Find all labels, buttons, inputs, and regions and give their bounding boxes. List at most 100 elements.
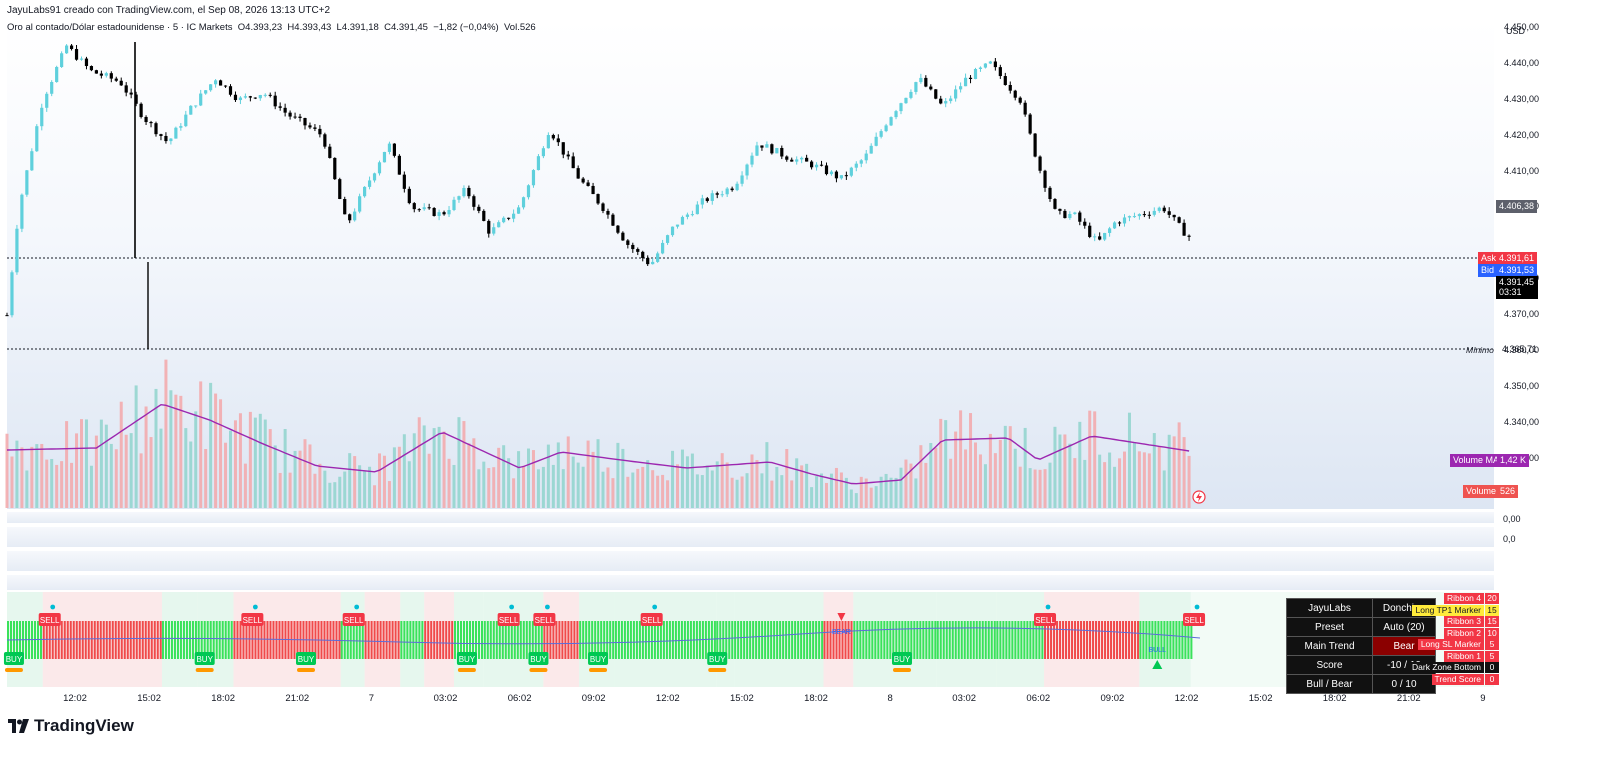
volume-bar <box>770 480 774 508</box>
volume-bar <box>368 466 372 508</box>
time-tick: 15:02 <box>1248 693 1273 704</box>
ribbon-bar <box>818 621 821 659</box>
candle <box>99 70 103 79</box>
volume-bar <box>243 463 247 508</box>
candle <box>646 255 650 266</box>
volume-bar <box>1098 454 1102 508</box>
ribbon-bar <box>794 621 797 659</box>
candle <box>1127 215 1132 222</box>
oscillator-pane-2[interactable] <box>7 527 1494 547</box>
table-row: Bull / Bear 0 / 10 <box>1286 674 1436 694</box>
volume-bar <box>616 442 620 508</box>
price-tick: 4.350,00 <box>1504 380 1540 391</box>
volume-bar <box>293 450 297 508</box>
candle <box>869 143 873 154</box>
ohlc-change: −1,82 (−0,04%) <box>433 22 499 33</box>
ribbon-bar <box>641 621 644 659</box>
volume-bar <box>199 381 203 508</box>
candle <box>209 84 213 92</box>
candle <box>407 186 411 205</box>
ribbon-bar <box>90 621 93 659</box>
ribbon-bar <box>728 621 731 659</box>
ribbon-bar <box>767 621 770 659</box>
price-tick: 4.440,00 <box>1504 57 1540 68</box>
ribbon-bar <box>188 621 191 659</box>
candle <box>988 60 992 65</box>
candle <box>561 142 565 159</box>
volume-bar <box>849 489 853 508</box>
volume-bar <box>775 466 779 508</box>
volume-bar <box>323 470 327 508</box>
ribbon-bar <box>978 621 981 659</box>
ribbon-bar <box>451 621 454 659</box>
ribbon-bar <box>999 621 1002 659</box>
candle <box>159 133 163 141</box>
ribbon-bar <box>418 621 421 659</box>
price-scale[interactable] <box>1494 20 1564 690</box>
candle <box>343 196 347 215</box>
candle <box>1182 219 1186 236</box>
ribbon-bar <box>996 621 999 659</box>
ribbon-bar <box>650 621 653 659</box>
ohlc-low: L4.391,18 <box>336 22 379 33</box>
candle <box>60 51 64 68</box>
ribbon-bar <box>40 621 42 659</box>
tp-marker <box>457 668 476 672</box>
candle <box>1132 212 1137 218</box>
volume-bar <box>392 447 396 508</box>
ribbon-bar <box>516 621 519 659</box>
ribbon-bar <box>164 621 167 659</box>
currency-label[interactable]: USD <box>1506 26 1526 36</box>
candle <box>35 124 39 152</box>
volume-bar <box>512 478 516 508</box>
ribbon-bar <box>886 621 889 659</box>
candle <box>288 110 292 120</box>
ribbon-bar <box>662 621 665 659</box>
ribbon-bar <box>501 621 504 659</box>
ribbon-bar <box>567 621 570 659</box>
oscillator-pane-3[interactable] <box>7 551 1494 571</box>
ribbon-bar <box>743 621 746 659</box>
sell-signal-label: SELL <box>1035 616 1055 625</box>
sell-signal-box <box>1183 613 1206 626</box>
ribbon-bar <box>966 621 969 659</box>
candle <box>238 96 243 105</box>
volume-bar <box>487 468 491 508</box>
candle <box>968 75 973 84</box>
symbol-name[interactable]: Oro al contado/Dólar estadounidense · 5 … <box>7 22 233 33</box>
ribbon-bar <box>221 621 224 659</box>
candle <box>546 132 550 149</box>
ribbon-bar <box>942 621 945 659</box>
ribbon-bar <box>69 621 72 659</box>
price-tick: 4.360,00 <box>1504 345 1540 356</box>
ribbon-bar <box>868 621 871 659</box>
time-tick: 12:02 <box>63 693 87 704</box>
ribbon-bar <box>257 621 260 659</box>
ribbon-bar <box>746 621 749 659</box>
ribbon-bar <box>427 621 430 659</box>
oscillator-pane-1[interactable] <box>7 512 1494 523</box>
ribbon-bar <box>236 621 239 659</box>
candle <box>611 213 615 227</box>
volume-bar <box>1018 466 1022 508</box>
candle <box>1093 233 1097 242</box>
candle <box>859 159 863 168</box>
oscillator-pane-4[interactable] <box>7 575 1494 590</box>
ribbon-bar <box>448 621 451 659</box>
volume-bar <box>169 390 173 508</box>
ribbon-bar <box>761 621 764 659</box>
candle <box>829 170 834 176</box>
candle <box>144 115 148 125</box>
flash-icon[interactable] <box>1192 490 1206 504</box>
volume-bar <box>1063 434 1067 508</box>
ribbon-bar <box>1113 621 1116 659</box>
ribbon-bar <box>969 621 972 659</box>
volume-bar <box>805 463 809 508</box>
overlay-tag-label: Ribbon 4 <box>1443 593 1484 604</box>
volume-bar <box>70 462 74 508</box>
ribbon-bar <box>182 621 185 659</box>
ribbon-bar <box>442 621 445 659</box>
ribbon-bar <box>677 621 680 659</box>
tradingview-logo[interactable]: TradingView <box>8 716 134 736</box>
time-tick: 03:02 <box>952 693 977 704</box>
